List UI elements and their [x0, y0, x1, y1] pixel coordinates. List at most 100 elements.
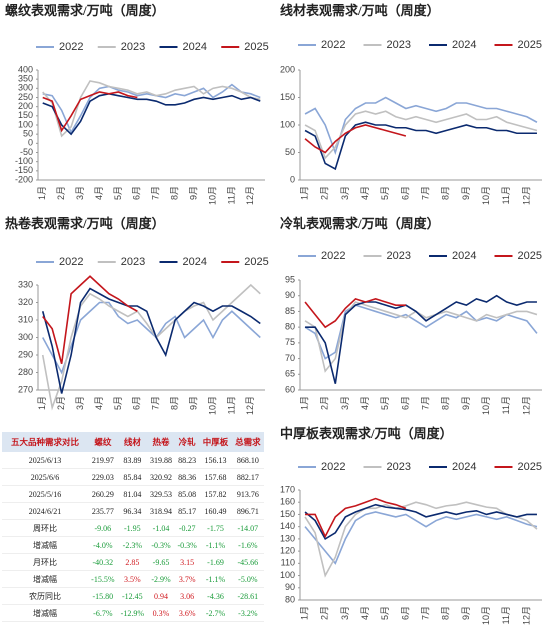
table-cell: 320.92 [147, 468, 175, 486]
table-cell: 增减幅 [2, 604, 89, 622]
table-cell: 2025/6/6 [2, 468, 89, 486]
y-tick-label: 50 [285, 147, 295, 157]
table-cell: 85.84 [117, 468, 148, 486]
x-tick-label: 10月 [207, 396, 217, 415]
x-tick-label: 5月 [380, 186, 390, 200]
table-cell: -9.65 [147, 553, 175, 571]
series-line [304, 511, 538, 565]
table-row: 增减幅 -4.0% -2.3% -0.3% -0.3% -1.1% -1.6% [2, 536, 264, 554]
table-cell: 260.29 [88, 485, 118, 503]
legend-label: 2024 [452, 39, 476, 51]
x-tick-label: 9月 [461, 396, 471, 410]
table-cell: 318.94 [147, 502, 175, 520]
table-cell: -14.07 [231, 519, 264, 537]
table-cell: 329.53 [147, 485, 175, 503]
table-cell: 3.06 [174, 587, 200, 605]
x-tick-label: 2月 [56, 186, 66, 200]
table-cell: -40.32 [88, 553, 118, 571]
chart-title: 线材表观需求/万吨（周度） [280, 3, 440, 18]
legend-label: 2023 [387, 250, 411, 262]
series-line [304, 501, 538, 578]
y-tick-label: 200 [18, 101, 33, 111]
x-tick-label: 3月 [340, 186, 350, 200]
table-cell: -4.0% [88, 536, 118, 554]
x-tick-label: 6月 [400, 396, 410, 410]
table-cell: -0.3% [147, 536, 175, 554]
chart-title: 中厚板表观需求/万吨（周度） [280, 426, 453, 441]
x-tick-label: 6月 [132, 186, 142, 200]
legend-label: 2023 [387, 39, 411, 51]
y-tick-label: 100 [18, 119, 33, 129]
table-cell: 88.23 [174, 452, 200, 469]
x-tick-label: 1月 [37, 186, 47, 200]
y-tick-label: 80 [285, 322, 295, 332]
x-tick-label: 4月 [360, 396, 370, 410]
table-cell: 3.6% [174, 604, 200, 622]
y-tick-label: 90 [285, 582, 295, 592]
x-tick-label: 4月 [360, 186, 370, 200]
series-line [42, 93, 261, 136]
y-tick-label: 150 [280, 509, 295, 519]
legend-label: 2024 [183, 256, 207, 268]
table-cell: 2.85 [117, 553, 148, 571]
table-cell: 2025/6/13 [2, 452, 89, 469]
table-cell: 868.10 [231, 452, 264, 469]
y-tick-label: 85 [285, 306, 295, 316]
table-row: 2025/6/13 219.97 83.89 319.88 88.23 156.13 868… [2, 452, 264, 469]
table-cell: -15.80 [88, 587, 118, 605]
y-tick-label: 200 [280, 64, 295, 74]
table-cell: -1.6% [231, 536, 264, 554]
table-cell: 160.49 [199, 502, 232, 520]
y-tick-label: -150 [15, 165, 33, 175]
table-cell: 3.15 [174, 553, 200, 571]
header-cell: 中厚板 [199, 432, 232, 452]
legend-label: 2024 [452, 250, 476, 262]
x-tick-label: 12月 [521, 396, 531, 415]
table-cell: 增减幅 [2, 570, 89, 588]
table-row: 2024/6/21 235.77 96.34 318.94 85.17 160.49 896… [2, 502, 264, 520]
y-tick-label: 120 [280, 545, 295, 555]
chart-title: 螺纹表观需求/万吨（周度） [5, 3, 165, 18]
series-line [42, 301, 261, 375]
table-cell: -1.69 [199, 553, 232, 571]
table-cell: -3.2% [231, 604, 264, 622]
table-row: 2025/6/6 229.03 85.84 320.92 88.36 157.68 882.… [2, 468, 264, 486]
table-cell: -6.7% [88, 604, 118, 622]
series-line [305, 294, 537, 384]
x-tick-label: 2月 [320, 396, 330, 410]
x-tick-label: 9月 [188, 186, 198, 200]
legend-label: 2025 [518, 250, 542, 262]
x-tick-label: 5月 [380, 396, 390, 410]
series-line [304, 503, 537, 541]
table-cell: 增减幅 [2, 536, 89, 554]
x-tick-label: 6月 [400, 186, 410, 200]
y-tick-label: 330 [18, 279, 33, 289]
table-cell: 896.71 [231, 502, 264, 520]
x-tick-label: 4月 [94, 396, 104, 410]
series-line [305, 497, 407, 539]
x-tick-label: 1月 [299, 396, 309, 410]
table-row: 农历同比 -15.80 -12.45 0.94 3.06 -4.36 -28.61 [2, 587, 264, 605]
x-tick-label: 4月 [94, 186, 104, 200]
table-cell: -1.1% [199, 570, 232, 588]
chart-title: 热卷表观需求/万吨（周度） [5, 216, 165, 231]
table-cell: -5.0% [231, 570, 264, 588]
table-cell: 157.68 [199, 468, 232, 486]
table-cell: 235.77 [88, 502, 118, 520]
x-tick-label: 3月 [340, 396, 350, 410]
y-tick-label: 60 [285, 384, 295, 394]
y-tick-label: 130 [280, 533, 295, 543]
x-tick-label: 11月 [501, 396, 511, 414]
y-tick-label: 65 [285, 369, 295, 379]
x-tick-label: 7月 [420, 186, 430, 200]
series-line [42, 91, 138, 133]
y-tick-label: 150 [18, 110, 33, 120]
x-tick-label: 10月 [481, 186, 491, 205]
y-tick-label: 70 [285, 353, 295, 363]
legend-label: 2024 [183, 41, 207, 53]
x-tick-label: 7月 [151, 396, 161, 410]
table-cell: 2024/6/21 [2, 502, 89, 520]
table-cell: 85.17 [174, 502, 200, 520]
table-cell: 157.82 [199, 485, 232, 503]
legend-label: 2023 [121, 41, 145, 53]
